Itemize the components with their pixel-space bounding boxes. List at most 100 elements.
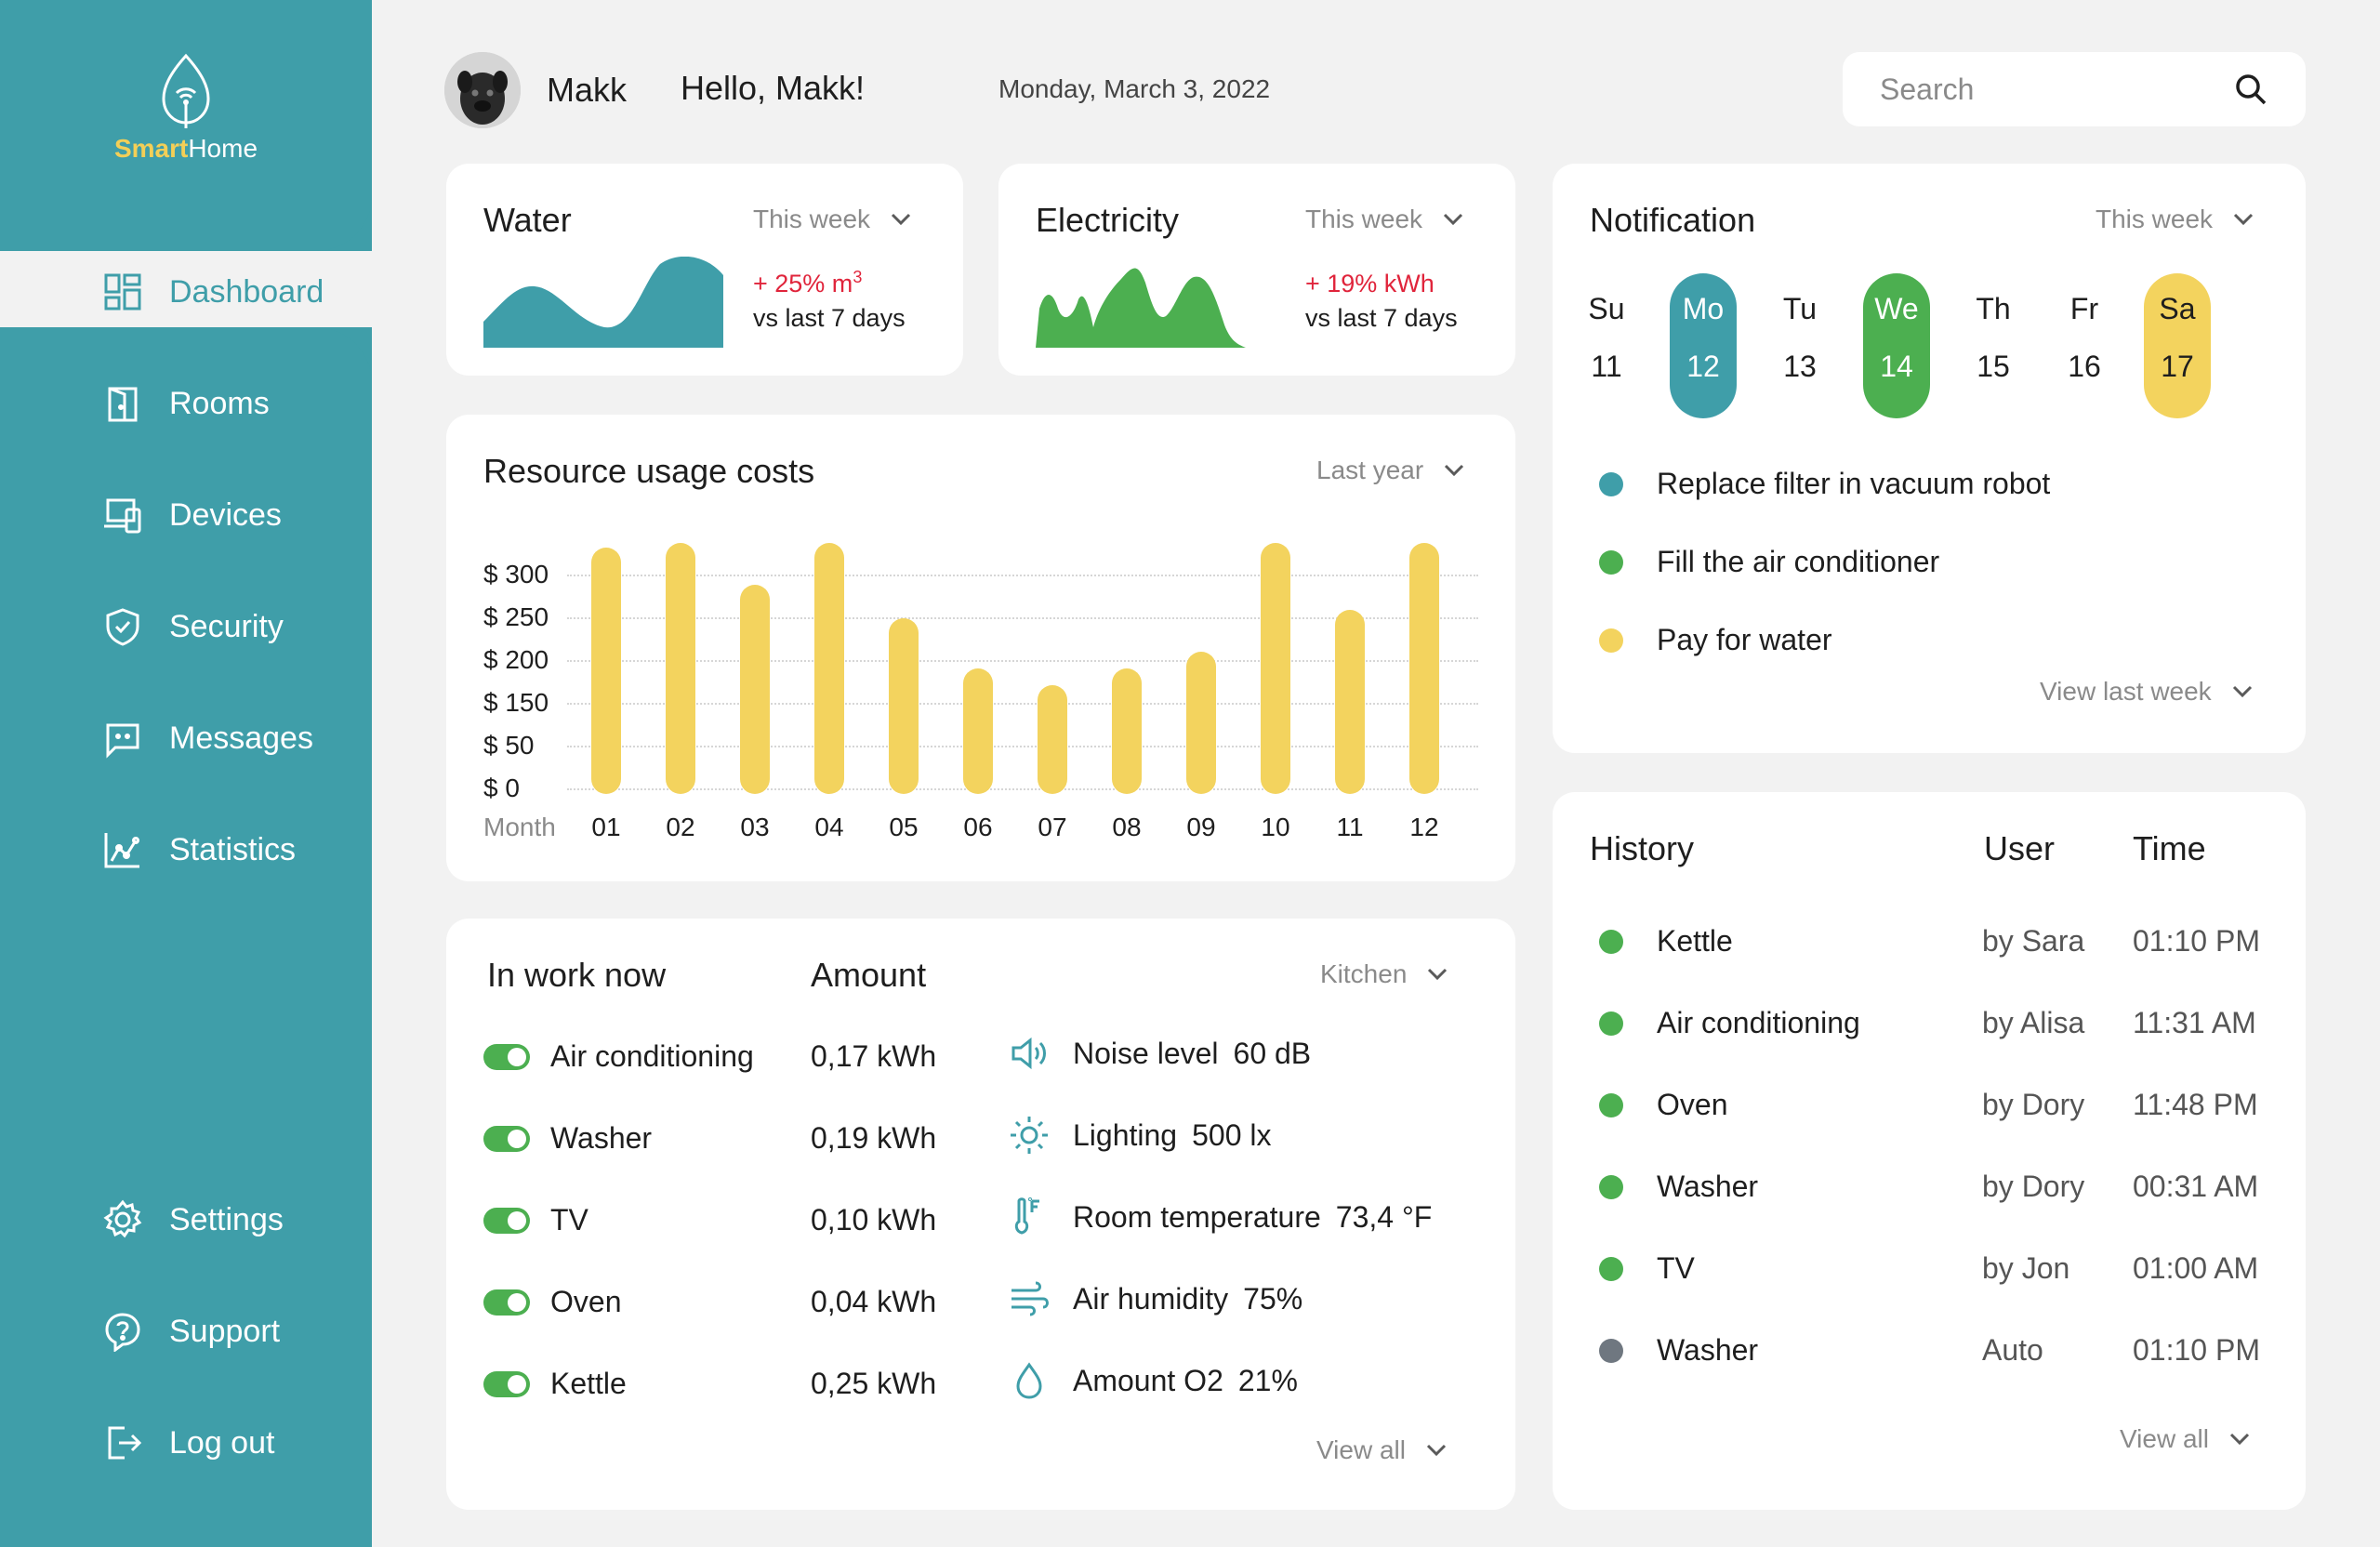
history-time: 11:31 AM <box>2133 1006 2256 1039</box>
device-toggle[interactable] <box>483 1289 530 1316</box>
status-dot <box>1599 1093 1623 1117</box>
bar-month-11[interactable] <box>1335 610 1365 794</box>
calendar-day-tu[interactable]: Tu 13 <box>1766 273 1833 418</box>
statistics-icon <box>104 833 139 868</box>
bar-month-10[interactable] <box>1261 543 1290 794</box>
bar-month-05[interactable] <box>889 618 919 794</box>
logo-text-smart: Smart <box>113 134 189 163</box>
dropdown-label: This week <box>753 205 871 233</box>
calendar-day-we[interactable]: We 14 <box>1863 273 1930 418</box>
history-user: by Dory <box>1982 1088 2085 1121</box>
sidebar-item-logout[interactable]: Log out <box>102 1415 274 1471</box>
calendar-day-fr[interactable]: Fr 16 <box>2051 273 2118 418</box>
sidebar-item-label: Security <box>169 608 284 644</box>
sidebar-item-messages[interactable]: Messages <box>102 710 313 766</box>
x-tick-label: 07 <box>1038 813 1067 841</box>
history-user: Auto <box>1982 1333 2043 1367</box>
view-last-week[interactable]: View last week <box>2040 677 2256 707</box>
notification-item[interactable]: Fill the air conditioner <box>1599 545 1939 579</box>
calendar-day-th[interactable]: Th 15 <box>1960 273 2027 418</box>
device-row: Kettle <box>483 1367 627 1401</box>
resource-period-dropdown[interactable]: Last year <box>1316 456 1468 485</box>
amount-header: Amount <box>811 956 927 994</box>
history-item: TV <box>1657 1251 1695 1285</box>
search-input[interactable] <box>1880 72 2215 107</box>
y-tick-label: $ 50 <box>483 731 535 760</box>
current-date: Monday, March 3, 2022 <box>998 74 1271 103</box>
calendar-day-sa[interactable]: Sa 17 <box>2144 273 2211 418</box>
bar-month-06[interactable] <box>963 668 993 794</box>
history-item: Kettle <box>1657 924 1733 958</box>
history-row: Washer Auto 01:10 PM <box>1553 1328 2304 1374</box>
bar-month-12[interactable] <box>1409 543 1439 794</box>
device-name: Washer <box>550 1121 653 1155</box>
sidebar-item-settings[interactable]: Settings <box>102 1192 284 1248</box>
status-dot <box>1599 628 1623 653</box>
sidebar-item-devices[interactable]: Devices <box>102 487 282 543</box>
sensor-lighting: Lighting 500 lx <box>1008 1114 1271 1157</box>
x-tick-label: 11 <box>1336 813 1364 841</box>
day-number: 16 <box>2068 350 2101 383</box>
sidebar-item-support[interactable]: Support <box>102 1303 280 1359</box>
search-icon[interactable] <box>2233 72 2268 107</box>
bar-month-04[interactable] <box>814 543 844 794</box>
x-tick-label: 08 <box>1112 813 1142 841</box>
water-compare: vs last 7 days <box>753 304 906 332</box>
sidebar-item-rooms[interactable]: Rooms <box>102 376 270 431</box>
gridline <box>567 575 1478 576</box>
sidebar-bottom <box>0 327 372 1547</box>
gridline <box>567 617 1478 619</box>
bar-month-02[interactable] <box>666 543 695 794</box>
status-dot <box>1599 1257 1623 1281</box>
in-work-view-all[interactable]: View all <box>1316 1435 1450 1465</box>
bar-month-01[interactable] <box>591 547 621 794</box>
sidebar-item-label: Dashboard <box>169 273 324 310</box>
device-toggle[interactable] <box>483 1207 530 1234</box>
history-user-header: User <box>1984 829 2056 867</box>
bar-month-03[interactable] <box>740 585 770 794</box>
help-icon <box>105 1313 140 1352</box>
history-item: Washer <box>1657 1170 1759 1203</box>
sidebar-item-statistics[interactable]: Statistics <box>102 822 296 878</box>
x-tick-label: 10 <box>1261 813 1290 841</box>
sidebar-item-security[interactable]: Security <box>102 599 284 654</box>
history-view-all[interactable]: View all <box>2120 1424 2254 1454</box>
bar-month-08[interactable] <box>1112 668 1142 794</box>
notification-period-dropdown[interactable]: This week <box>2096 205 2257 234</box>
device-toggle[interactable] <box>483 1125 530 1152</box>
notification-item[interactable]: Replace filter in vacuum robot <box>1599 467 2050 501</box>
sensor-value: 500 lx <box>1192 1117 1272 1152</box>
y-tick-label: $ 250 <box>483 602 549 631</box>
gridline <box>567 746 1478 747</box>
status-dot <box>1599 930 1623 954</box>
water-delta-value: + 25% m <box>753 270 853 298</box>
gridline <box>567 703 1478 705</box>
avatar[interactable] <box>444 52 521 128</box>
notification-item[interactable]: Pay for water <box>1599 623 1832 657</box>
electricity-compare: vs last 7 days <box>1305 304 1458 332</box>
calendar-day-su[interactable]: Su 11 <box>1573 273 1640 418</box>
electricity-period-dropdown[interactable]: This week <box>1305 205 1467 234</box>
sidebar-item-dashboard[interactable]: Dashboard <box>102 264 324 320</box>
leaf-wifi-icon <box>162 53 210 128</box>
y-tick-label: $ 200 <box>483 645 549 674</box>
gridline <box>567 788 1478 790</box>
history-time-header: Time <box>2133 829 2206 867</box>
sensor-label: Room temperature <box>1073 1199 1321 1234</box>
y-tick-label: $ 300 <box>483 560 549 588</box>
notification-text: Replace filter in vacuum robot <box>1657 467 2051 500</box>
calendar-day-mo[interactable]: Mo 12 <box>1670 273 1737 418</box>
water-period-dropdown[interactable]: This week <box>753 205 915 234</box>
room-dropdown[interactable]: Kitchen <box>1320 959 1451 989</box>
bar-month-09[interactable] <box>1186 652 1216 794</box>
sensor-value: 21% <box>1237 1363 1298 1397</box>
device-toggle[interactable] <box>483 1370 530 1397</box>
history-time: 01:10 PM <box>2133 1333 2260 1367</box>
dropdown-label: Kitchen <box>1320 959 1408 988</box>
gridline <box>567 660 1478 662</box>
device-name: Oven <box>550 1285 622 1318</box>
device-toggle[interactable] <box>483 1043 530 1070</box>
bar-month-07[interactable] <box>1038 685 1067 794</box>
devices-icon <box>104 498 141 534</box>
electricity-title: Electricity <box>1036 201 1180 239</box>
